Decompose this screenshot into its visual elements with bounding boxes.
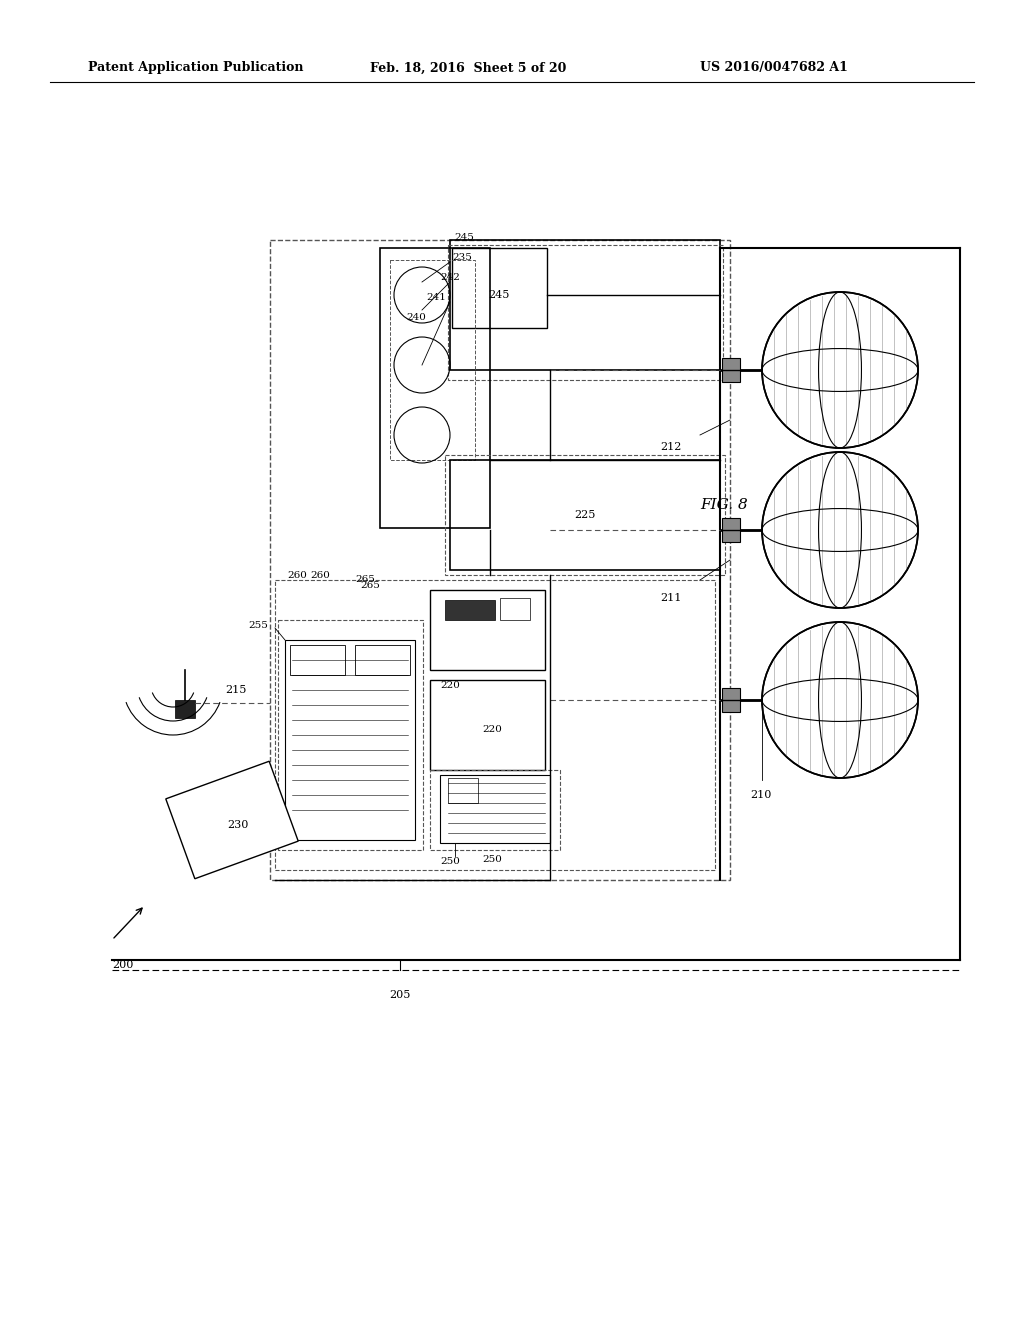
Text: US 2016/0047682 A1: US 2016/0047682 A1 bbox=[700, 62, 848, 74]
Bar bbox=[430, 590, 545, 671]
Text: Patent Application Publication: Patent Application Publication bbox=[88, 62, 303, 74]
Text: 250: 250 bbox=[440, 858, 460, 866]
Text: 241: 241 bbox=[426, 293, 445, 302]
Text: 255: 255 bbox=[238, 805, 258, 814]
Bar bbox=[722, 688, 740, 711]
Bar bbox=[450, 459, 720, 570]
Bar bbox=[355, 645, 410, 675]
Text: 220: 220 bbox=[482, 726, 502, 734]
Bar bbox=[275, 579, 715, 870]
Text: 255: 255 bbox=[248, 620, 268, 630]
Bar bbox=[449, 246, 723, 380]
Text: 245: 245 bbox=[488, 290, 510, 300]
Bar bbox=[722, 358, 740, 381]
Bar bbox=[430, 770, 560, 850]
Circle shape bbox=[762, 292, 918, 447]
Bar bbox=[390, 260, 475, 459]
Text: 235: 235 bbox=[452, 253, 472, 263]
Text: 245: 245 bbox=[454, 234, 474, 242]
Text: 205: 205 bbox=[389, 990, 411, 1001]
Bar bbox=[722, 517, 740, 543]
Text: 265: 265 bbox=[360, 581, 380, 590]
Text: 200: 200 bbox=[112, 960, 133, 970]
Polygon shape bbox=[166, 762, 298, 879]
Text: 211: 211 bbox=[660, 593, 681, 603]
Text: 212: 212 bbox=[660, 442, 681, 451]
Text: 225: 225 bbox=[574, 510, 596, 520]
Text: 260: 260 bbox=[287, 570, 307, 579]
Text: 265: 265 bbox=[355, 576, 375, 585]
Text: 250: 250 bbox=[482, 855, 502, 865]
Text: Feb. 18, 2016  Sheet 5 of 20: Feb. 18, 2016 Sheet 5 of 20 bbox=[370, 62, 566, 74]
Text: 240: 240 bbox=[406, 314, 426, 322]
Text: 210: 210 bbox=[750, 789, 771, 800]
Bar bbox=[440, 775, 550, 843]
Bar bbox=[500, 598, 530, 620]
Text: FIG. 8: FIG. 8 bbox=[700, 498, 748, 512]
Bar bbox=[445, 455, 725, 576]
Text: 220: 220 bbox=[440, 681, 460, 689]
Text: 230: 230 bbox=[227, 820, 249, 830]
Bar bbox=[175, 700, 195, 718]
Bar bbox=[445, 601, 495, 620]
Bar bbox=[430, 680, 545, 770]
Bar bbox=[449, 777, 478, 803]
Circle shape bbox=[762, 451, 918, 609]
Bar bbox=[452, 248, 547, 327]
Bar bbox=[290, 645, 345, 675]
Bar bbox=[450, 240, 720, 370]
Bar bbox=[270, 240, 730, 880]
Bar bbox=[278, 620, 423, 850]
Circle shape bbox=[762, 622, 918, 777]
Bar bbox=[380, 248, 490, 528]
Text: 260: 260 bbox=[310, 570, 330, 579]
Bar bbox=[285, 640, 415, 840]
Text: 215: 215 bbox=[225, 685, 247, 696]
Text: 242: 242 bbox=[440, 273, 460, 282]
